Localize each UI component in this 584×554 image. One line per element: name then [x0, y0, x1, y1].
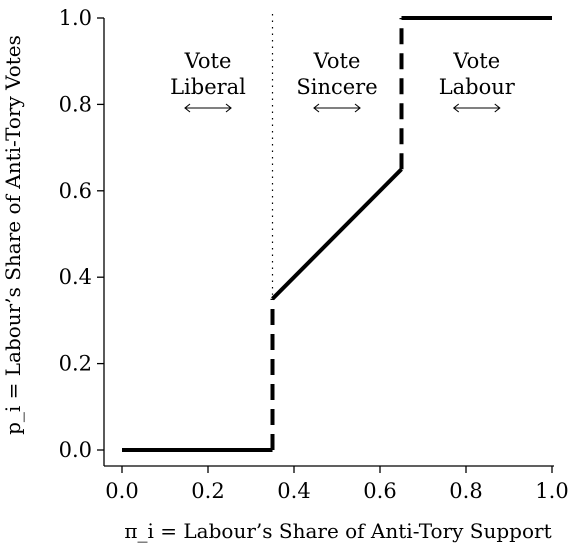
double-arrow-icon — [313, 103, 361, 113]
y-tick-label: 0.6 — [59, 179, 92, 203]
x-tick-label: 1.0 — [535, 479, 568, 503]
region-line-1: Vote — [313, 49, 361, 73]
x-tick-label: 0.8 — [449, 479, 482, 503]
curve-segment-3 — [271, 167, 403, 301]
x-tick-label: 0.4 — [277, 479, 310, 503]
double-arrow-icon — [184, 103, 232, 113]
y-tick-label: 0.4 — [59, 265, 92, 289]
region-line-2: Liberal — [170, 75, 246, 99]
y-tick-label: 0.8 — [59, 92, 92, 116]
x-tick-label: 0.0 — [105, 479, 138, 503]
region-line-1: Vote — [184, 49, 232, 73]
y-axis-label: p_i = Labour’s Share of Anti-Tory Votes — [1, 35, 25, 435]
y-tick-label: 0.2 — [59, 352, 92, 376]
ticks: 0.0 0.2 0.4 0.6 0.8 1.0 0.0 0.2 0.4 0.6 0.8 1.0 — [59, 6, 569, 503]
y-tick-label: 1.0 — [59, 6, 92, 30]
y-tick-label: 0.0 — [59, 438, 92, 462]
x-tick-label: 0.6 — [363, 479, 396, 503]
x-tick-label: 0.2 — [191, 479, 224, 503]
region-line-1: Vote — [452, 49, 500, 73]
region-line-2: Sincere — [296, 75, 377, 99]
axes — [103, 18, 554, 467]
region-line-2: Labour — [439, 75, 516, 99]
double-arrow-icon — [452, 103, 501, 113]
step-curve — [122, 16, 552, 452]
x-axis-label: π_i = Labour’s Share of Anti-Tory Suppor… — [124, 519, 551, 543]
